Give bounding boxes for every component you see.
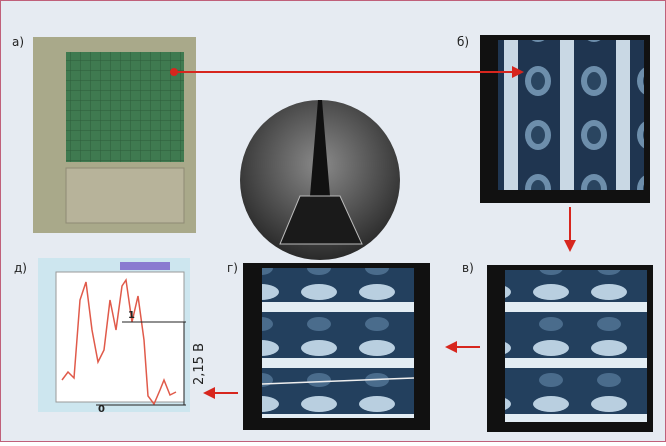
afm-image	[262, 268, 414, 418]
panel-label: в)	[462, 261, 474, 275]
marker-label: 1	[128, 310, 135, 321]
chip-periphery	[66, 168, 184, 223]
marker-label: 0	[98, 404, 105, 415]
afm-image	[498, 40, 644, 190]
afm-image	[505, 270, 647, 422]
voltage-label: 2,15 В	[192, 343, 207, 385]
panel-label: а)	[12, 35, 24, 49]
plot-toolbar	[120, 262, 170, 270]
figure: а) б) в) г) д) 1 0 2,15 В	[0, 0, 666, 442]
chip-array	[66, 52, 184, 162]
panel-label: д)	[14, 261, 27, 275]
panel-label: г)	[227, 261, 238, 275]
panel-label: б)	[457, 35, 469, 49]
